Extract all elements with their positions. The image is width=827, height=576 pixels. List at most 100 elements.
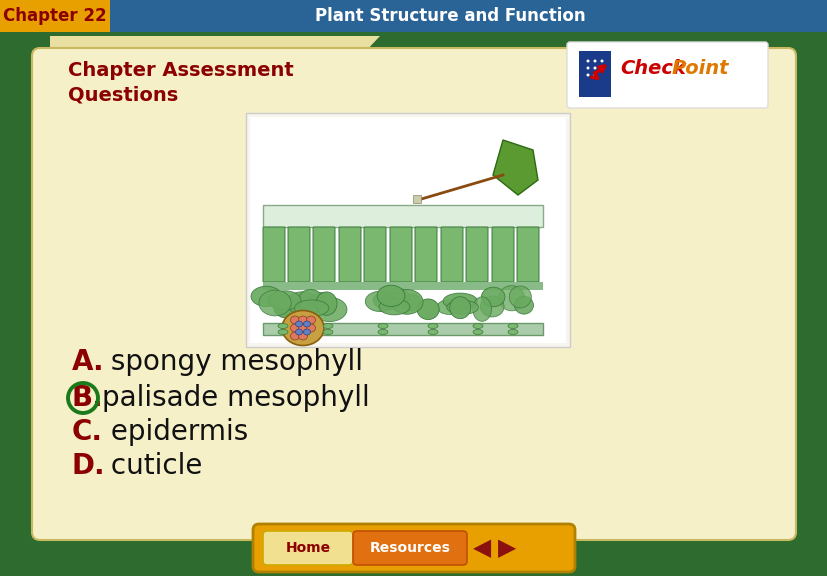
Ellipse shape	[437, 300, 461, 314]
Circle shape	[586, 66, 589, 70]
Text: A.: A.	[72, 348, 104, 376]
FancyBboxPatch shape	[313, 227, 335, 282]
Ellipse shape	[449, 297, 470, 319]
FancyBboxPatch shape	[263, 205, 543, 227]
Ellipse shape	[299, 324, 307, 332]
Text: Point: Point	[672, 59, 729, 78]
Text: D.: D.	[72, 452, 106, 480]
FancyBboxPatch shape	[566, 42, 767, 108]
Polygon shape	[492, 140, 538, 195]
Ellipse shape	[295, 321, 302, 327]
Text: Plant Structure and Function: Plant Structure and Function	[314, 7, 585, 25]
Text: Chapter 22: Chapter 22	[3, 7, 107, 25]
Ellipse shape	[323, 324, 332, 328]
Ellipse shape	[509, 286, 531, 308]
Ellipse shape	[306, 324, 315, 332]
Circle shape	[600, 66, 603, 70]
Ellipse shape	[323, 329, 332, 335]
Circle shape	[600, 59, 603, 63]
FancyBboxPatch shape	[413, 195, 420, 203]
Text: C.: C.	[72, 418, 103, 446]
Ellipse shape	[316, 292, 337, 315]
FancyBboxPatch shape	[250, 117, 566, 343]
FancyBboxPatch shape	[441, 227, 462, 282]
Ellipse shape	[508, 329, 518, 335]
Ellipse shape	[278, 324, 288, 328]
Ellipse shape	[480, 287, 504, 307]
FancyBboxPatch shape	[32, 48, 795, 540]
Ellipse shape	[308, 293, 333, 312]
FancyBboxPatch shape	[0, 0, 827, 32]
Text: cuticle: cuticle	[102, 452, 202, 480]
Ellipse shape	[498, 286, 524, 311]
Ellipse shape	[428, 329, 437, 335]
Circle shape	[586, 59, 589, 63]
Ellipse shape	[472, 297, 491, 321]
Ellipse shape	[480, 296, 504, 317]
Ellipse shape	[251, 286, 281, 306]
Circle shape	[593, 74, 595, 77]
FancyBboxPatch shape	[288, 227, 309, 282]
Ellipse shape	[268, 291, 301, 310]
Ellipse shape	[385, 288, 409, 306]
Ellipse shape	[297, 290, 323, 313]
FancyBboxPatch shape	[390, 227, 412, 282]
Ellipse shape	[417, 299, 438, 320]
Ellipse shape	[373, 291, 403, 309]
Ellipse shape	[447, 300, 478, 314]
FancyBboxPatch shape	[466, 227, 487, 282]
Ellipse shape	[259, 290, 291, 316]
FancyBboxPatch shape	[263, 323, 543, 335]
Text: palisade mesophyll: palisade mesophyll	[102, 384, 370, 412]
Ellipse shape	[442, 293, 477, 309]
Text: B.: B.	[72, 384, 103, 412]
Ellipse shape	[299, 316, 307, 324]
FancyBboxPatch shape	[516, 227, 538, 282]
FancyBboxPatch shape	[263, 282, 543, 290]
FancyBboxPatch shape	[263, 227, 284, 282]
Text: Resources: Resources	[369, 541, 450, 555]
FancyBboxPatch shape	[338, 227, 361, 282]
Text: ◀: ◀	[472, 536, 490, 560]
Ellipse shape	[378, 329, 388, 335]
Ellipse shape	[378, 324, 388, 328]
Ellipse shape	[377, 285, 404, 306]
Ellipse shape	[401, 294, 421, 311]
Ellipse shape	[472, 329, 482, 335]
Ellipse shape	[304, 321, 310, 327]
Ellipse shape	[390, 290, 423, 314]
FancyBboxPatch shape	[0, 0, 110, 32]
FancyBboxPatch shape	[352, 531, 466, 565]
Text: spongy mesophyll: spongy mesophyll	[102, 348, 362, 376]
Ellipse shape	[365, 291, 394, 312]
Text: ▶: ▶	[497, 536, 515, 560]
Circle shape	[593, 66, 595, 70]
Text: Check: Check	[619, 59, 685, 78]
FancyBboxPatch shape	[491, 227, 514, 282]
Text: epidermis: epidermis	[102, 418, 248, 446]
Ellipse shape	[472, 324, 482, 328]
Ellipse shape	[286, 292, 318, 314]
Ellipse shape	[278, 329, 288, 335]
Ellipse shape	[290, 324, 299, 332]
Ellipse shape	[379, 299, 409, 315]
Circle shape	[593, 59, 595, 63]
Polygon shape	[50, 36, 380, 68]
Ellipse shape	[304, 329, 310, 335]
Ellipse shape	[274, 295, 299, 318]
FancyBboxPatch shape	[578, 51, 610, 97]
Ellipse shape	[299, 332, 307, 340]
Ellipse shape	[312, 297, 347, 321]
FancyBboxPatch shape	[364, 227, 385, 282]
Ellipse shape	[514, 297, 533, 314]
Ellipse shape	[290, 316, 299, 324]
Text: Home: Home	[285, 541, 330, 555]
Circle shape	[586, 74, 589, 77]
Ellipse shape	[306, 316, 315, 324]
FancyBboxPatch shape	[253, 524, 574, 572]
FancyBboxPatch shape	[414, 227, 437, 282]
Ellipse shape	[294, 300, 328, 316]
FancyBboxPatch shape	[263, 531, 352, 565]
Ellipse shape	[290, 332, 299, 340]
Text: Chapter Assessment: Chapter Assessment	[68, 60, 294, 79]
